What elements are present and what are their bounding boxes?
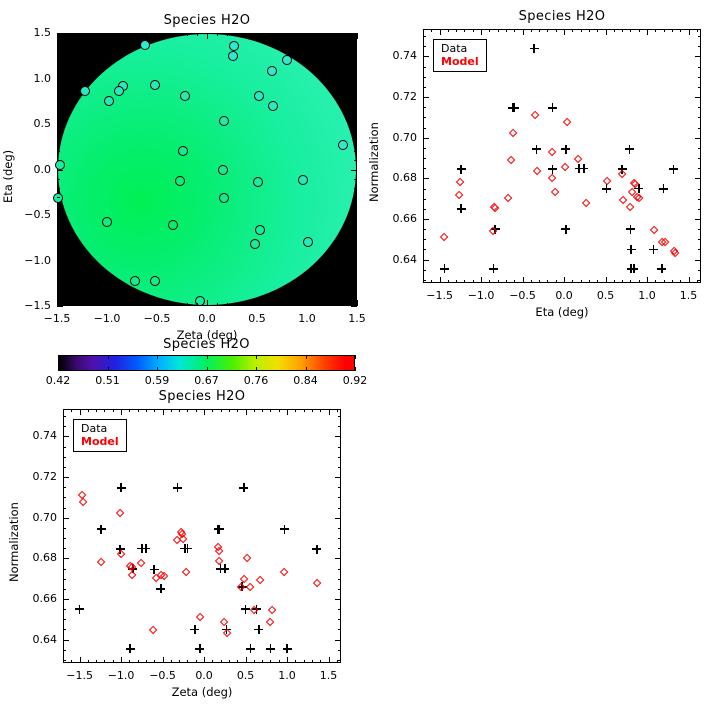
map-marker — [114, 86, 124, 97]
zeta-ytick: 0.68 — [32, 551, 58, 565]
map-marker — [178, 146, 188, 157]
eta-ytick: 0.66 — [392, 211, 418, 225]
map-yaxis-label: Eta (deg) — [1, 149, 15, 203]
zeta-xtick: −1.0 — [107, 669, 135, 682]
map-ytick: 0.5 — [33, 117, 52, 130]
colorbar-tick: 0.51 — [95, 374, 120, 387]
zeta-panel-title: Species H2O — [158, 389, 246, 404]
eta-xtick: 0.5 — [596, 289, 615, 302]
map-xtick: −0.5 — [143, 312, 171, 325]
map-marker — [338, 139, 348, 150]
map-marker — [254, 90, 264, 101]
colorbar-tick: 0.76 — [243, 374, 269, 387]
zeta-xtick: 0.0 — [195, 669, 213, 682]
colorbar-tick: 0.42 — [45, 374, 71, 387]
map-ytick: 1.0 — [33, 71, 52, 85]
map-xtick: 1.5 — [348, 312, 366, 325]
colorbar-tick: 0.67 — [194, 374, 219, 387]
zeta-ytick: 0.74 — [32, 429, 58, 443]
zeta-ytick: 0.66 — [32, 591, 58, 605]
eta-xtick: −1.0 — [467, 289, 495, 302]
eta-ytick: 0.70 — [392, 130, 418, 144]
zeta-xtick: −0.5 — [149, 669, 176, 682]
eta-ytick: 0.68 — [392, 171, 418, 185]
map-marker — [229, 40, 239, 51]
map-xtick: −1.0 — [93, 312, 121, 325]
map-marker — [168, 220, 178, 230]
map-xtick: 0.0 — [198, 312, 216, 325]
map-marker — [150, 275, 160, 286]
eta-xtick: 1.5 — [679, 289, 698, 302]
species-disk — [58, 34, 356, 305]
eta-ytick: 0.74 — [392, 49, 418, 63]
zeta-legend-data: Data — [81, 422, 108, 435]
map-marker — [255, 224, 265, 235]
map-marker — [102, 217, 112, 228]
zeta-xtick: 0.5 — [236, 669, 255, 682]
eta-legend-data: Data — [441, 42, 468, 55]
map-marker — [104, 96, 114, 107]
zeta-xaxis-label: Zeta (deg) — [171, 685, 233, 699]
map-marker — [282, 55, 292, 66]
zeta-xtick: 1.0 — [278, 669, 296, 682]
map-marker — [253, 177, 263, 188]
eta-xtick: −0.5 — [509, 289, 536, 302]
colorbar-tick: 0.84 — [293, 374, 318, 387]
eta-ytick: 0.64 — [392, 252, 418, 266]
map-marker — [180, 90, 190, 101]
map-ytick: −1.0 — [24, 253, 51, 267]
map-marker — [267, 66, 277, 77]
map-ytick: −0.5 — [24, 208, 51, 221]
colorbar-tick: 0.92 — [342, 374, 368, 387]
eta-legend: Data Model — [433, 39, 487, 72]
colorbar-title: Species H2O — [163, 337, 250, 352]
map-marker — [130, 275, 140, 286]
map-marker — [140, 39, 150, 50]
map-marker — [175, 176, 185, 187]
map-marker — [228, 50, 238, 61]
map-ytick: −1.5 — [24, 299, 51, 312]
map-xtick: −1.5 — [43, 312, 71, 325]
map-panel-title: Species H2O — [163, 13, 251, 28]
zeta-ytick: 0.72 — [32, 470, 58, 484]
map-marker — [250, 239, 260, 250]
map-xaxis-label: Zeta (deg) — [176, 328, 238, 342]
map-marker — [219, 116, 229, 127]
eta-ytick: 0.72 — [392, 90, 418, 104]
eta-yaxis-label: Normalization — [367, 122, 381, 202]
map-panel-image — [57, 33, 357, 306]
map-marker — [218, 164, 228, 175]
zeta-legend-model: Model — [81, 435, 119, 448]
eta-xaxis-label: Eta (deg) — [535, 305, 589, 319]
zeta-yaxis-label: Normalization — [7, 502, 21, 582]
map-ytick: 1.5 — [33, 26, 52, 39]
map-marker — [80, 86, 90, 97]
zeta-ytick: 0.70 — [32, 510, 58, 524]
map-marker — [298, 175, 308, 186]
map-marker — [150, 79, 160, 90]
eta-xtick: −1.5 — [426, 289, 453, 302]
eta-panel-title: Species H2O — [518, 9, 606, 24]
map-marker — [268, 100, 278, 111]
zeta-ytick: 0.64 — [32, 632, 58, 646]
eta-xtick: 0.0 — [555, 289, 573, 302]
zeta-xtick: −1.5 — [66, 669, 93, 682]
map-ytick: 0.0 — [33, 162, 52, 176]
map-marker — [195, 295, 205, 306]
colorbar-tick: 0.59 — [144, 374, 170, 387]
eta-xtick: 1.0 — [638, 289, 656, 302]
map-xtick: 1.0 — [298, 312, 316, 325]
zeta-xtick: 1.5 — [319, 669, 338, 682]
map-marker — [55, 159, 65, 170]
map-marker — [219, 192, 229, 203]
map-marker — [303, 237, 313, 248]
zeta-legend: Data Model — [73, 419, 127, 452]
eta-legend-model: Model — [441, 55, 479, 68]
map-xtick: 0.5 — [248, 312, 266, 325]
